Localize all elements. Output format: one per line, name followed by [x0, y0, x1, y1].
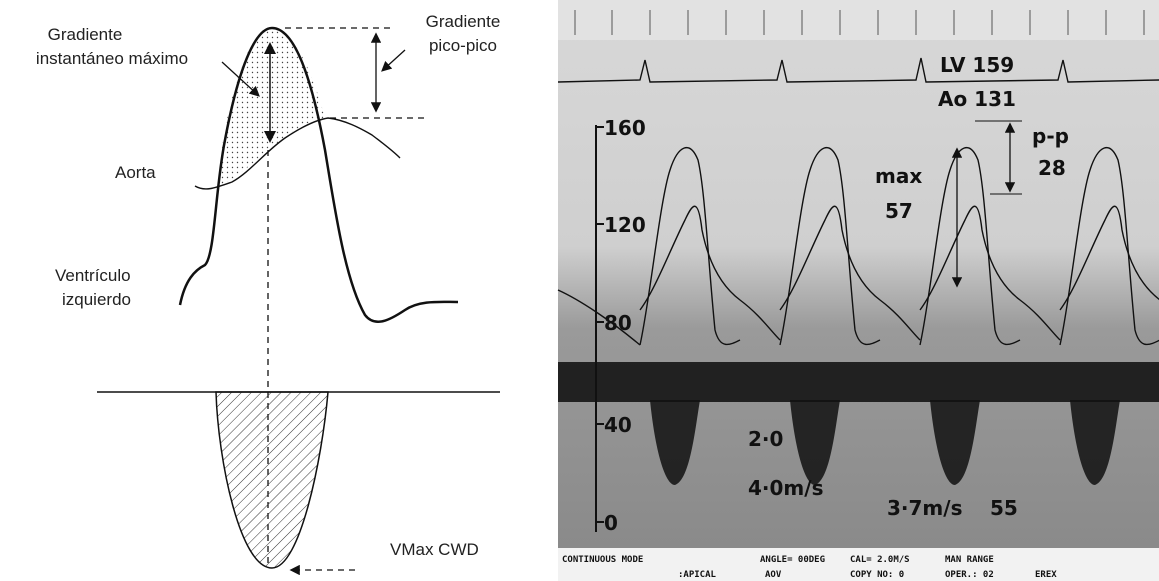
label: izquierdo — [62, 290, 131, 309]
footer-text: AOV — [765, 570, 782, 580]
label: instantáneo máximo — [36, 49, 188, 68]
scale-label: 0 — [604, 511, 618, 535]
footer-text: ANGLE= 00DEG — [760, 555, 825, 565]
ecg — [557, 57, 1159, 83]
max-value: 57 — [885, 199, 913, 223]
label: Gradiente — [426, 12, 501, 31]
time-strip — [558, 0, 1159, 40]
left-diagram: Gradiente instantáneo máximo Gradiente p… — [36, 12, 501, 576]
label: Aorta — [115, 163, 156, 182]
footer-strip — [558, 548, 1159, 581]
pointer — [221, 61, 260, 97]
footer-text: CONTINUOUS MODE — [562, 555, 643, 565]
footer-text: MAN RANGE — [945, 555, 994, 565]
lv-curve — [178, 26, 459, 324]
pp-label: p-p — [1032, 124, 1069, 148]
label: Ventrículo — [55, 266, 131, 285]
footer-text: CAL= 2.0M/S — [850, 555, 910, 565]
doppler-tracing: LV 159 Ao 131 160 120 80 40 0 max 57 p-p… — [557, 0, 1159, 581]
footer-text: :APICAL — [678, 570, 717, 580]
scale-label: 160 — [604, 116, 646, 140]
baseline-band — [558, 362, 1159, 402]
time-ticks — [574, 10, 1145, 35]
velocity-label: 55 — [990, 496, 1018, 520]
pointer — [381, 49, 406, 72]
velocity-label: 4·0m/s — [748, 476, 823, 500]
tracing-background — [558, 0, 1159, 548]
footer-text: OPER.: 02 — [945, 570, 994, 580]
scale-label: 40 — [604, 413, 632, 437]
doppler-envelope — [215, 391, 329, 569]
footer-text: COPY NO: 0 — [850, 570, 904, 580]
footer-text: EREX — [1035, 570, 1057, 580]
label: pico-pico — [429, 36, 497, 55]
aorta-curve — [194, 117, 401, 190]
scale-ticks — [596, 126, 604, 523]
scale-label: 120 — [604, 213, 646, 237]
scale-label: 80 — [604, 311, 632, 335]
velocity-envelopes — [650, 400, 1120, 485]
pp-value: 28 — [1038, 156, 1066, 180]
lv-pressure: LV 159 — [940, 53, 1014, 77]
ao-pressure: Ao 131 — [938, 87, 1016, 111]
velocity-label: 3·7m/s — [887, 496, 962, 520]
max-label: max — [875, 164, 922, 188]
gradient-area — [218, 28, 325, 186]
label: Gradiente — [48, 25, 123, 44]
velocity-label: 2·0 — [748, 427, 783, 451]
label: VMax CWD — [390, 540, 479, 559]
